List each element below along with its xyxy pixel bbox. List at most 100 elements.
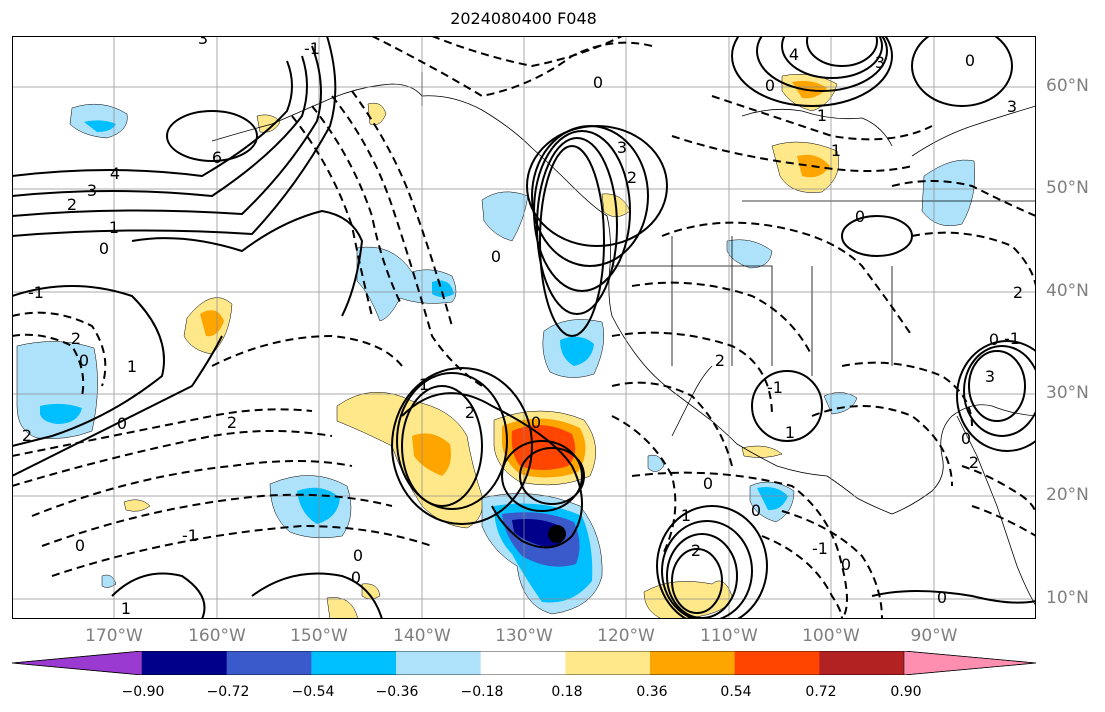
colorbar-tick-label: −0.18 <box>460 684 504 700</box>
svg-text:1: 1 <box>817 106 827 125</box>
colorbar-tick-label: 0.72 <box>805 684 837 700</box>
shade-light-blue <box>647 454 665 472</box>
svg-text:0: 0 <box>491 247 501 266</box>
svg-text:3: 3 <box>875 53 885 72</box>
colorbar-segment <box>226 651 312 675</box>
svg-text:0: 0 <box>353 546 363 565</box>
lon-tick-label: 170°W <box>85 626 143 646</box>
svg-text:0: 0 <box>703 474 713 493</box>
svg-text:0: 0 <box>937 588 947 607</box>
shade-yellow <box>367 102 387 126</box>
svg-text:0: 0 <box>989 330 999 349</box>
svg-text:0: 0 <box>79 351 89 370</box>
svg-text:2: 2 <box>22 426 32 445</box>
svg-text:2: 2 <box>627 168 637 187</box>
lat-tick-label: 60°N <box>1046 76 1089 96</box>
storm-center-marker <box>548 525 566 543</box>
svg-text:1: 1 <box>785 423 795 442</box>
colorbar-tick-label: 0.36 <box>636 684 668 700</box>
lat-tick-label: 20°N <box>1046 485 1089 505</box>
colorbar-segment <box>734 651 820 675</box>
svg-text:2: 2 <box>465 403 475 422</box>
svg-text:0: 0 <box>593 73 603 92</box>
svg-text:0: 0 <box>75 536 85 555</box>
lon-tick-label: 160°W <box>188 626 246 646</box>
svg-text:2: 2 <box>71 329 81 348</box>
svg-text:3: 3 <box>985 367 995 386</box>
svg-text:-1: -1 <box>28 283 44 302</box>
dashed-contours <box>12 36 1036 619</box>
lat-tick-label: 30°N <box>1046 383 1089 403</box>
shade-light-blue <box>356 246 457 322</box>
lon-tick-label: 100°W <box>802 626 860 646</box>
colorbar-segment <box>396 651 482 675</box>
svg-text:2: 2 <box>1013 283 1023 302</box>
shade-light-blue <box>481 191 529 242</box>
shade-blue <box>40 403 82 424</box>
svg-text:1: 1 <box>419 375 429 394</box>
svg-text:2: 2 <box>67 195 77 214</box>
svg-text:-1: -1 <box>767 378 783 397</box>
svg-text:0: 0 <box>351 568 361 587</box>
shade-light-blue <box>101 574 117 588</box>
lon-tick-label: 130°W <box>495 626 553 646</box>
contour-labels: 3 4 6 3 2 1 0 -1 2 0 2 1 0 2 0 -1 0 1 2 … <box>22 36 1023 618</box>
svg-text:1: 1 <box>109 218 119 237</box>
svg-text:3: 3 <box>1007 97 1017 116</box>
shade-light-blue <box>726 239 773 269</box>
svg-text:0: 0 <box>855 207 865 226</box>
colorbar-tick-label: 0.18 <box>551 684 583 700</box>
shade-light-blue <box>823 392 858 415</box>
lat-tick-label: 50°N <box>1046 178 1089 198</box>
svg-text:0: 0 <box>965 51 975 70</box>
svg-text:1: 1 <box>121 599 131 618</box>
shade-light-blue <box>921 159 976 227</box>
shade-orange <box>200 310 224 337</box>
map-panel: 3 4 6 3 2 1 0 -1 2 0 2 1 0 2 0 -1 0 1 2 … <box>12 36 1036 619</box>
svg-text:0: 0 <box>99 239 109 258</box>
lon-tick-label: 120°W <box>597 626 655 646</box>
svg-text:3: 3 <box>198 36 208 48</box>
shade-yellow <box>326 597 359 619</box>
colorbar-segment <box>650 651 736 675</box>
shade-blue <box>84 120 116 132</box>
lat-tick-label: 10°N <box>1046 588 1089 608</box>
shade-yellow <box>123 499 151 512</box>
colorbar <box>12 651 1036 675</box>
svg-text:0: 0 <box>751 501 761 520</box>
svg-text:-1: -1 <box>304 39 320 58</box>
lon-tick-label: 140°W <box>393 626 451 646</box>
shade-yellow <box>361 583 381 600</box>
svg-text:1: 1 <box>831 141 841 160</box>
svg-text:3: 3 <box>87 181 97 200</box>
colorbar-tick-label: −0.54 <box>291 684 335 700</box>
shade-yellow <box>336 391 483 529</box>
shade-blue <box>757 487 788 511</box>
colorbar-segment <box>819 651 905 675</box>
svg-text:0: 0 <box>841 555 851 574</box>
map-title: 2024080400 F048 <box>450 9 597 28</box>
colorbar-tick-label: −0.36 <box>375 684 419 700</box>
svg-text:-1: -1 <box>182 526 198 545</box>
svg-text:4: 4 <box>789 45 799 64</box>
svg-text:1: 1 <box>127 357 137 376</box>
colorbar-tick-label: 0.54 <box>720 684 752 700</box>
svg-text:0: 0 <box>117 414 127 433</box>
shade-blue <box>560 336 594 366</box>
shade-yellow <box>741 445 783 458</box>
svg-text:0: 0 <box>531 413 541 432</box>
graticule <box>12 36 1036 619</box>
svg-text:2: 2 <box>715 351 725 370</box>
colorbar-extend-low <box>12 651 143 675</box>
lon-tick-label: 150°W <box>290 626 348 646</box>
lat-tick-label: 40°N <box>1046 281 1089 301</box>
shade-blue <box>432 280 454 297</box>
colorbar-segment <box>142 651 228 675</box>
svg-text:0: 0 <box>961 429 971 448</box>
shaded-anomalies <box>16 74 976 619</box>
svg-text:-1: -1 <box>1004 329 1020 348</box>
svg-text:-1: -1 <box>812 539 828 558</box>
svg-text:1: 1 <box>681 506 691 525</box>
solid-contours <box>12 36 1036 619</box>
colorbar-tick-label: 0.90 <box>890 684 922 700</box>
